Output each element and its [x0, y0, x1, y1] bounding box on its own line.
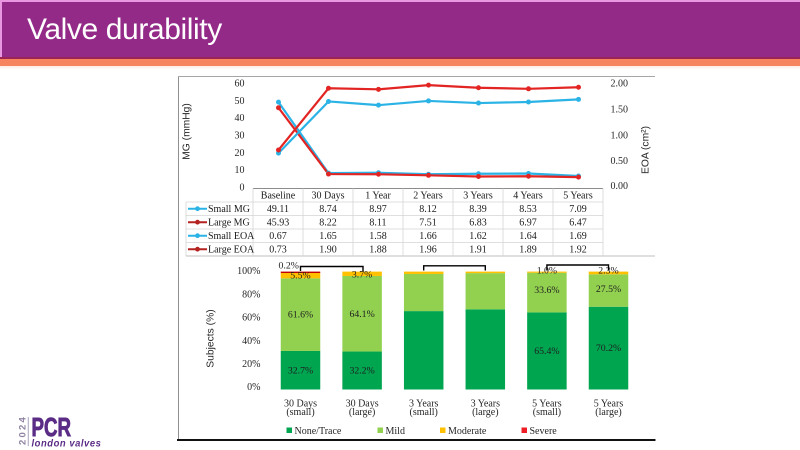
- svg-text:1.69: 1.69: [569, 231, 587, 242]
- svg-text:1.0%: 1.0%: [537, 266, 557, 277]
- svg-text:Baseline: Baseline: [261, 191, 296, 202]
- svg-text:7.51: 7.51: [419, 218, 437, 229]
- svg-text:80%: 80%: [242, 290, 260, 301]
- svg-text:1.58: 1.58: [369, 231, 387, 242]
- svg-text:8.97: 8.97: [369, 204, 387, 215]
- svg-text:6.83: 6.83: [469, 218, 487, 229]
- svg-text:8.22: 8.22: [319, 218, 337, 229]
- svg-text:3.7%: 3.7%: [352, 270, 372, 281]
- svg-text:30 Days: 30 Days: [284, 398, 317, 409]
- svg-text:1.00: 1.00: [611, 131, 629, 142]
- svg-text:20%: 20%: [242, 359, 260, 370]
- svg-text:(large): (large): [595, 407, 621, 418]
- svg-text:1 Year: 1 Year: [365, 191, 391, 202]
- svg-text:(large): (large): [349, 407, 375, 418]
- svg-text:0%: 0%: [247, 382, 260, 393]
- svg-text:1.88: 1.88: [369, 245, 387, 256]
- svg-text:MG (mmHg): MG (mmHg): [182, 103, 193, 160]
- svg-text:49.11: 49.11: [267, 204, 289, 215]
- svg-text:EOA (cm²): EOA (cm²): [641, 126, 652, 174]
- svg-text:Small MG: Small MG: [208, 204, 250, 215]
- svg-text:4 Years: 4 Years: [513, 191, 543, 202]
- svg-text:64.1%: 64.1%: [349, 309, 374, 320]
- svg-text:30 Days: 30 Days: [346, 398, 379, 409]
- svg-text:27.5%: 27.5%: [596, 284, 621, 295]
- svg-text:7.09: 7.09: [569, 204, 587, 215]
- svg-text:Small EOA: Small EOA: [208, 231, 255, 242]
- svg-text:(small): (small): [410, 407, 438, 418]
- svg-text:3 Years: 3 Years: [463, 191, 493, 202]
- svg-text:1.50: 1.50: [611, 105, 629, 116]
- svg-text:3 Years: 3 Years: [471, 398, 501, 409]
- svg-text:5 Years: 5 Years: [563, 191, 593, 202]
- svg-text:0.00: 0.00: [611, 181, 629, 192]
- svg-text:8.12: 8.12: [419, 204, 437, 215]
- svg-text:Large MG: Large MG: [208, 218, 250, 229]
- svg-text:0.2%: 0.2%: [279, 261, 299, 272]
- svg-text:20: 20: [235, 148, 245, 159]
- svg-text:3 Years: 3 Years: [409, 398, 439, 409]
- svg-text:PCR: PCR: [32, 412, 72, 442]
- svg-text:6.47: 6.47: [569, 218, 587, 229]
- svg-text:0.50: 0.50: [611, 156, 629, 167]
- svg-text:1.89: 1.89: [519, 245, 537, 256]
- svg-text:2024: 2024: [17, 415, 28, 445]
- svg-text:8.39: 8.39: [469, 204, 487, 215]
- svg-text:60: 60: [235, 78, 245, 89]
- svg-text:5 Years: 5 Years: [594, 398, 624, 409]
- svg-text:2.00: 2.00: [611, 79, 629, 90]
- svg-text:2.3%: 2.3%: [598, 266, 618, 277]
- svg-text:london valves: london valves: [32, 438, 102, 450]
- svg-text:1.65: 1.65: [319, 231, 337, 242]
- svg-text:Large EOA: Large EOA: [208, 245, 255, 256]
- svg-text:8.53: 8.53: [519, 204, 537, 215]
- svg-text:32.7%: 32.7%: [288, 366, 313, 377]
- svg-text:1.96: 1.96: [419, 245, 437, 256]
- svg-text:0.67: 0.67: [269, 231, 287, 242]
- svg-text:Subjects (%): Subjects (%): [206, 309, 217, 367]
- svg-text:30: 30: [235, 131, 245, 142]
- svg-text:70.2%: 70.2%: [596, 343, 621, 354]
- svg-text:5.5%: 5.5%: [290, 270, 310, 281]
- svg-text:Mild: Mild: [386, 426, 405, 437]
- svg-text:6.97: 6.97: [519, 218, 537, 229]
- svg-text:0: 0: [240, 182, 245, 193]
- svg-text:(large): (large): [472, 407, 498, 418]
- svg-text:1.91: 1.91: [469, 245, 487, 256]
- svg-text:None/Trace: None/Trace: [295, 426, 342, 437]
- svg-text:1.62: 1.62: [469, 231, 487, 242]
- svg-text:60%: 60%: [242, 313, 260, 324]
- svg-text:1.64: 1.64: [519, 231, 537, 242]
- svg-text:33.6%: 33.6%: [534, 285, 559, 296]
- svg-text:100%: 100%: [237, 266, 260, 277]
- svg-text:65.4%: 65.4%: [534, 346, 559, 357]
- svg-text:40%: 40%: [242, 336, 260, 347]
- svg-text:5 Years: 5 Years: [532, 398, 562, 409]
- svg-text:(small): (small): [286, 407, 314, 418]
- svg-text:10: 10: [235, 165, 245, 176]
- svg-text:1.92: 1.92: [569, 245, 587, 256]
- svg-text:8.74: 8.74: [319, 204, 337, 215]
- svg-text:2 Years: 2 Years: [413, 191, 443, 202]
- svg-text:30 Days: 30 Days: [311, 191, 344, 202]
- svg-text:40: 40: [235, 113, 245, 124]
- svg-text:50: 50: [235, 96, 245, 107]
- svg-text:1.90: 1.90: [319, 245, 337, 256]
- svg-text:61.6%: 61.6%: [288, 310, 313, 321]
- svg-text:8.11: 8.11: [369, 218, 386, 229]
- svg-text:Moderate: Moderate: [448, 426, 487, 437]
- svg-text:45.93: 45.93: [267, 218, 290, 229]
- svg-text:0.73: 0.73: [269, 245, 287, 256]
- svg-text:Severe: Severe: [530, 426, 558, 437]
- svg-text:1.66: 1.66: [419, 231, 437, 242]
- svg-text:(small): (small): [533, 407, 561, 418]
- svg-text:32.2%: 32.2%: [349, 366, 374, 377]
